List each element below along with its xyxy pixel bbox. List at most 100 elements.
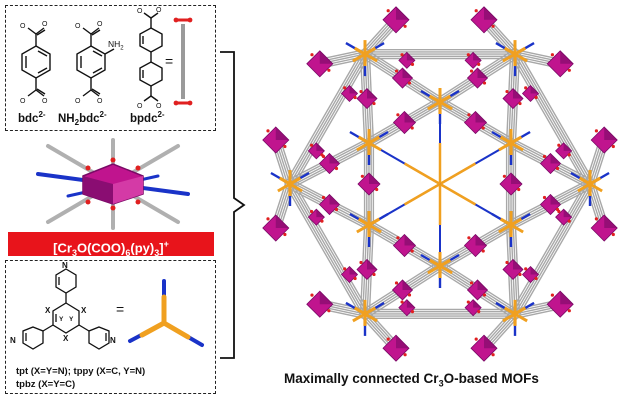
cr3o-octahedron-shade	[477, 279, 488, 290]
tripodal-structures: N N N X X X Y Y	[10, 261, 204, 350]
cr3o-octahedron-shade	[404, 234, 416, 246]
outer-node-core	[577, 182, 591, 193]
mid-octahedron-shade	[406, 299, 415, 308]
mof-framework-structure	[262, 6, 618, 362]
rim-octahedron-oxygen	[567, 68, 571, 72]
cr3o-octahedron-oxygen	[360, 174, 364, 178]
inner-node-core	[439, 264, 453, 275]
rim-octahedron-shade	[604, 127, 618, 141]
linker-bundle	[510, 181, 587, 313]
outer-node-core	[514, 312, 528, 323]
rim-octahedron-shade	[560, 291, 574, 305]
dicarboxylate-structures: O O O O O O O O O O O O	[20, 7, 193, 110]
cr3o-octahedron-shade	[513, 259, 524, 270]
cr3o-octahedron-oxygen	[467, 236, 471, 240]
cr3o-octahedron-oxygen	[359, 89, 363, 94]
mid-octahedron-shade	[316, 142, 325, 151]
svg-text:O: O	[97, 98, 103, 105]
svg-text:N: N	[10, 336, 16, 345]
outer-node-core	[502, 52, 516, 63]
inner-node-core	[439, 100, 453, 111]
mid-octahedron-oxygen	[466, 300, 470, 304]
rim-octahedron-oxygen	[386, 9, 390, 13]
rim-octahedron-oxygen	[594, 217, 599, 221]
outer-node-core	[503, 46, 516, 56]
cr3o-octahedron-shade	[511, 173, 523, 184]
linker-bundle	[289, 183, 366, 315]
outer-node-core	[289, 176, 302, 186]
outer-node-core	[277, 182, 291, 193]
svg-text:N: N	[110, 336, 116, 345]
linker-bundle	[512, 54, 589, 186]
outer-node-core	[514, 306, 527, 316]
rim-octahedron-oxygen	[266, 129, 270, 133]
rim-octahedron-shade	[483, 6, 497, 20]
cr3o-octahedron-oxygen	[321, 195, 326, 200]
svg-text:O: O	[20, 98, 26, 105]
cr3o-octahedron-oxygen	[410, 249, 414, 253]
mid-octahedron-oxygen	[534, 276, 538, 281]
outer-node-core	[353, 46, 366, 56]
rim-octahedron-oxygen	[611, 232, 615, 237]
cr3o-octahedron-shade	[477, 68, 488, 79]
cr3o-octahedron-oxygen	[542, 154, 547, 159]
outer-node-core	[289, 182, 303, 193]
mid-octahedron-oxygen	[410, 62, 415, 66]
inner-node-core	[439, 258, 452, 268]
svg-text:O: O	[97, 21, 103, 28]
outer-node-core	[352, 312, 366, 323]
inner-node-core	[510, 217, 523, 227]
outer-node-core	[502, 312, 516, 323]
linker-bundle	[293, 181, 370, 313]
cr3o-octahedron-oxygen	[481, 249, 485, 253]
rim-octahedron-oxygen	[550, 53, 555, 57]
cr3o-octahedron-shade	[368, 173, 380, 184]
mid-octahedron-shade	[349, 266, 358, 275]
cr3o-octahedron-oxygen	[407, 293, 412, 297]
svg-text:Y: Y	[59, 316, 64, 323]
svg-text:O: O	[20, 23, 26, 30]
mid-octahedron-oxygen	[410, 310, 415, 314]
mid-octahedron-oxygen	[524, 86, 528, 90]
svg-text:X: X	[63, 334, 69, 343]
cr3o-octahedron-oxygen	[375, 187, 379, 192]
outer-node-core	[352, 52, 366, 63]
svg-text:O: O	[75, 98, 81, 105]
cr3o-cluster-model	[36, 138, 190, 230]
cr3o-octahedron-oxygen	[517, 187, 521, 192]
inner-node-core	[356, 141, 370, 152]
linker-bundle	[285, 185, 362, 317]
outer-node-core	[278, 176, 291, 186]
rim-octahedron-oxygen	[491, 24, 495, 28]
mid-octahedron-shade	[349, 85, 358, 94]
inner-node-core	[499, 135, 512, 145]
svg-text:Y: Y	[69, 316, 74, 323]
inner-node-core	[428, 94, 441, 104]
rim-octahedron-oxygen	[474, 337, 478, 341]
cr3o-octahedron-oxygen	[467, 113, 471, 117]
inner-node-core	[428, 258, 441, 268]
inner-node-core	[427, 100, 441, 111]
cr3o-octahedron-oxygen	[359, 260, 363, 265]
inner-node-core	[510, 141, 524, 152]
cr3o-octahedron-oxygen	[542, 195, 547, 200]
mid-octahedron-oxygen	[534, 95, 538, 100]
mid-octahedron-oxygen	[353, 95, 357, 100]
svg-text:O: O	[42, 98, 48, 105]
inner-node-core	[498, 223, 512, 234]
rim-octahedron-oxygen	[327, 309, 331, 313]
inner-node-core	[357, 217, 370, 227]
mid-octahedron-oxygen	[320, 219, 324, 223]
svg-text:O: O	[137, 8, 143, 15]
nh2bdc-label: NH2bdc2-	[58, 110, 107, 128]
mid-octahedron-oxygen	[343, 86, 347, 90]
cr3o-octahedron-shade	[550, 153, 561, 164]
linker-bundle	[293, 55, 370, 187]
mof-caption: Maximally connected Cr3O-based MOFs	[284, 371, 539, 389]
outer-node-core	[589, 176, 602, 186]
linker-bundle	[516, 52, 593, 184]
cr3o-octahedron-shade	[475, 111, 487, 123]
outer-node-core	[514, 52, 528, 63]
rim-octahedron-shade	[396, 6, 410, 20]
svg-text:O: O	[156, 7, 162, 14]
